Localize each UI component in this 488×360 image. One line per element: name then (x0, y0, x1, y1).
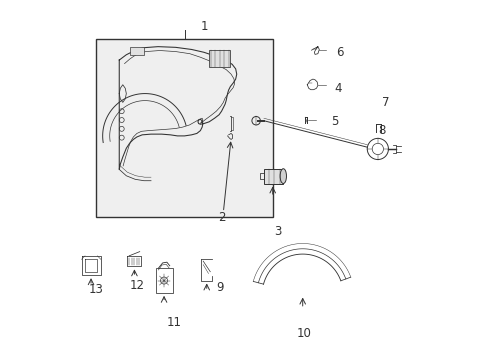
Bar (155, 268, 172, 293)
Text: 5: 5 (330, 115, 338, 128)
Text: 10: 10 (296, 327, 311, 340)
Text: 12: 12 (129, 279, 144, 292)
Text: 11: 11 (166, 316, 181, 329)
Text: 13: 13 (89, 283, 103, 296)
Ellipse shape (280, 169, 286, 184)
Text: 1: 1 (200, 20, 207, 33)
Bar (209, 50, 230, 67)
Text: 4: 4 (334, 82, 341, 95)
Bar (96, 39, 272, 217)
Text: 6: 6 (335, 46, 343, 59)
Text: 7: 7 (381, 96, 388, 109)
Text: 3: 3 (274, 225, 281, 238)
Text: 8: 8 (378, 124, 385, 137)
Text: 2: 2 (217, 211, 225, 224)
Bar (130, 47, 143, 55)
Bar (264, 169, 283, 184)
Text: 9: 9 (216, 281, 223, 294)
